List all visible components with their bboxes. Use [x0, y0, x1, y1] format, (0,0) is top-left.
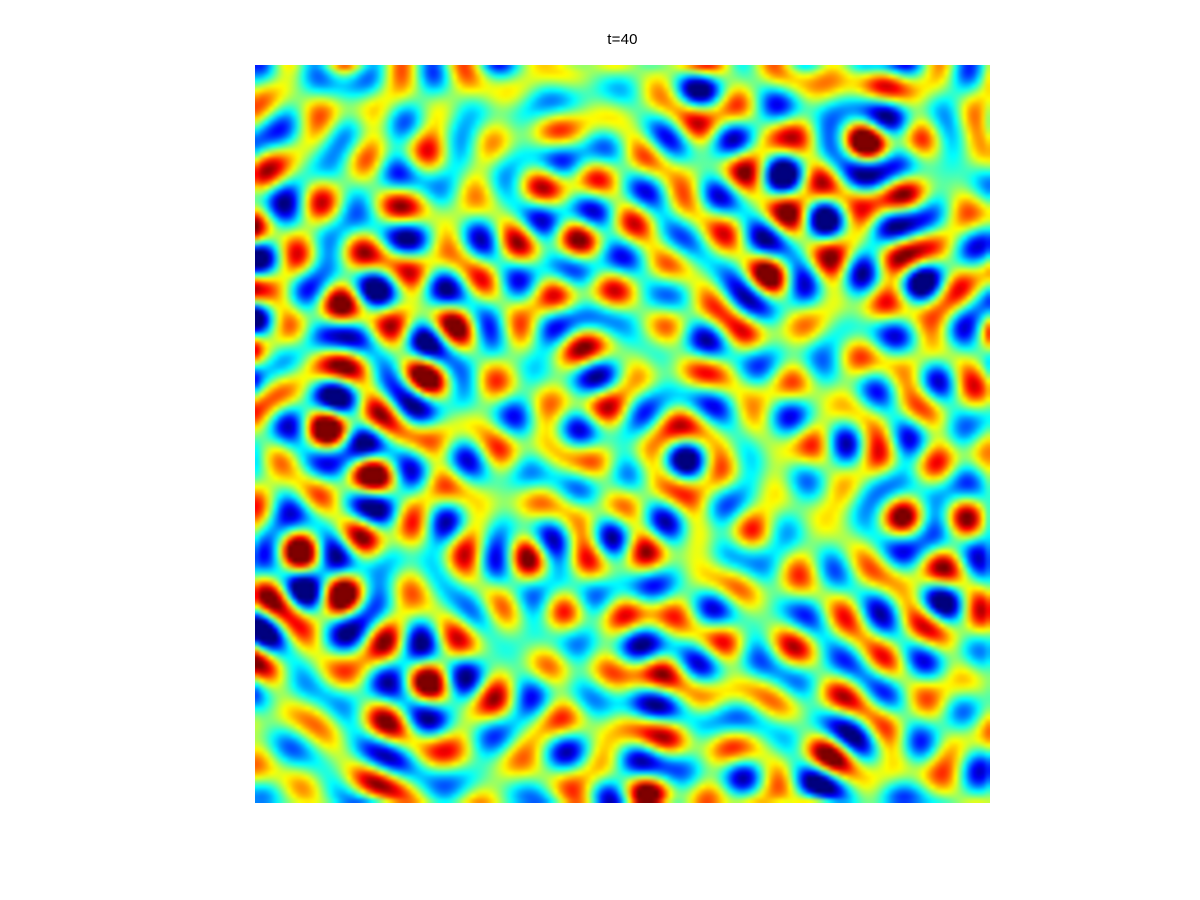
page-title: t=40 — [607, 31, 638, 48]
heatmap-axes — [255, 65, 990, 803]
heatmap-image — [255, 65, 990, 803]
